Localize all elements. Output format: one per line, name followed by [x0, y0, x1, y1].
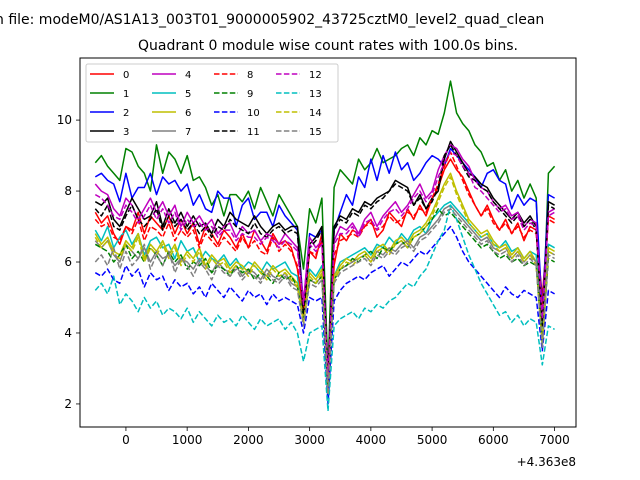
legend-label-1: 1: [123, 89, 129, 100]
y-tick-label: 2: [64, 397, 72, 411]
legend-label-15: 15: [309, 127, 322, 138]
series-line-12: [94, 151, 555, 380]
legend-label-9: 9: [247, 89, 253, 100]
y-tick-label: 4: [64, 326, 72, 340]
figure-suptitle: n file: modeM0/AS1A13_003T01_9000005902_…: [0, 12, 544, 28]
series-layer: [94, 80, 556, 412]
x-tick-label: 4000: [356, 433, 387, 447]
legend-label-10: 10: [247, 108, 260, 119]
legend-label-5: 5: [185, 89, 191, 100]
legend-frame: [85, 63, 339, 143]
series-line-13: [94, 204, 555, 412]
series-line-1: [94, 80, 556, 373]
x-tick-label: 6000: [478, 433, 509, 447]
y-tick-label: 6: [64, 255, 72, 269]
series-line-11: [94, 144, 555, 384]
plot-frame: [79, 57, 577, 428]
series-line-15: [94, 208, 555, 395]
legend-label-11: 11: [247, 127, 260, 138]
legend-label-4: 4: [185, 70, 191, 81]
x-tick-label: 3000: [294, 433, 325, 447]
legend-label-0: 0: [123, 70, 129, 81]
x-tick-label: 5000: [417, 433, 448, 447]
chart-title: Quadrant 0 module wise count rates with …: [138, 38, 518, 54]
legend-label-12: 12: [309, 70, 322, 81]
legend-label-6: 6: [185, 108, 191, 119]
series-line-10: [94, 225, 555, 405]
x-axis: 0 1000 2000 3000 4000 5000 6000 7000: [122, 427, 570, 447]
legend-label-14: 14: [309, 108, 322, 119]
series-line-9: [94, 208, 555, 395]
x-tick-label: 1000: [172, 433, 203, 447]
x-tick-label: 2000: [233, 433, 264, 447]
y-axis: 2 4 6 8 10: [57, 113, 80, 411]
legend-label-13: 13: [309, 89, 322, 100]
x-tick-label: 7000: [539, 433, 570, 447]
y-tick-label: 8: [64, 184, 72, 198]
legend-label-8: 8: [247, 70, 253, 81]
legend-label-2: 2: [123, 108, 129, 119]
y-tick-label: 10: [57, 113, 72, 127]
x-tick-label: 0: [122, 433, 130, 447]
legend-label-3: 3: [123, 127, 129, 138]
x-axis-offset-label: +4.363e8: [517, 455, 576, 469]
legend-label-7: 7: [185, 127, 191, 138]
